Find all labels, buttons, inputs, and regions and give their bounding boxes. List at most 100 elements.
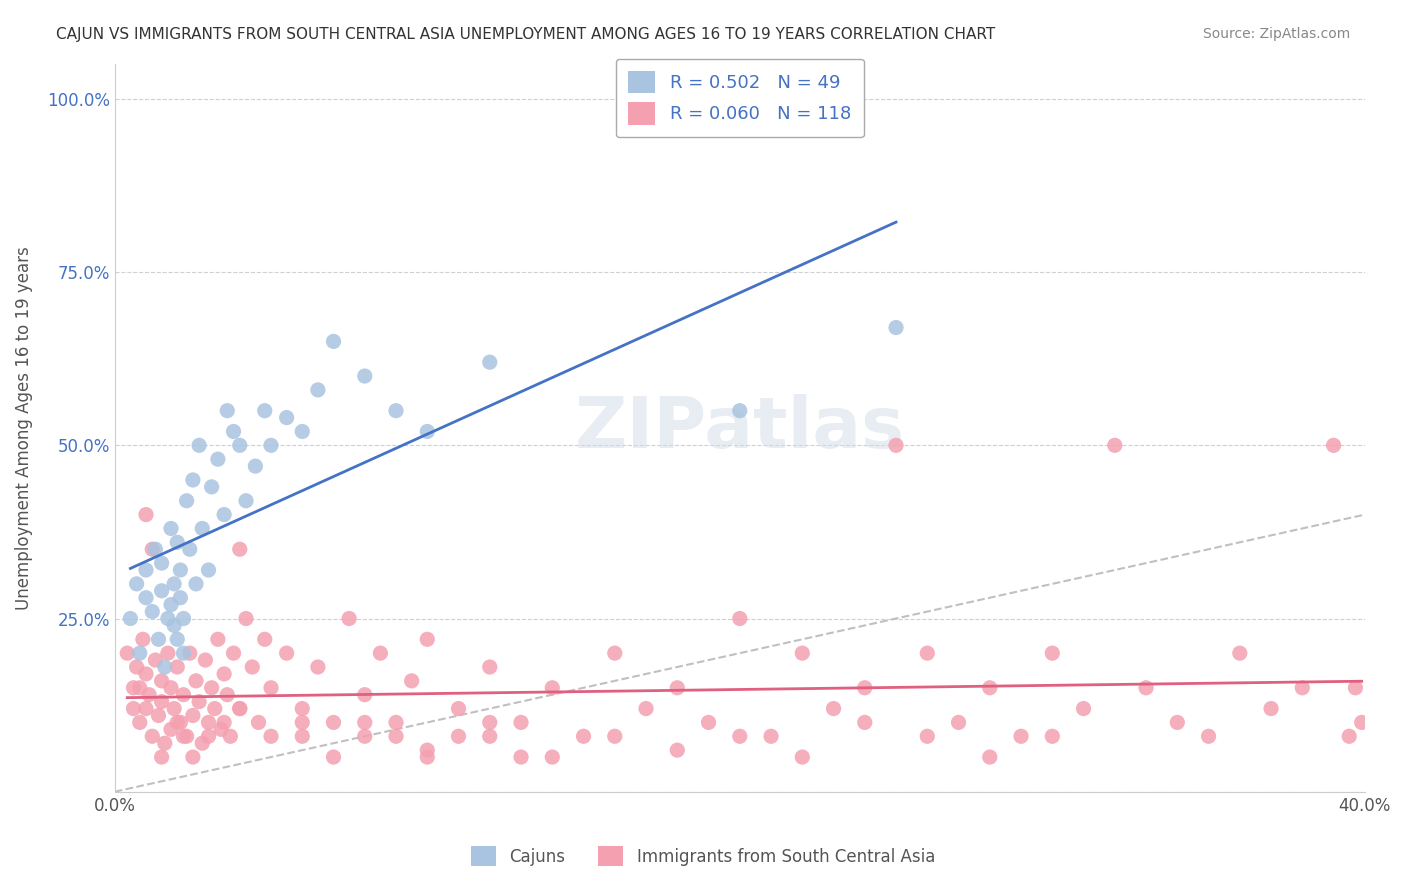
Point (217, 403, 239, 417)
Point (416, 425, 439, 439)
Text: ZIPatlas: ZIPatlas (575, 393, 905, 463)
Point (322, 750, 344, 764)
Point (917, 646, 939, 660)
Point (307, 660, 329, 674)
Point (276, 646, 298, 660)
Point (307, 383, 329, 397)
Point (385, 715, 408, 730)
Point (160, 681, 183, 695)
Point (478, 660, 501, 674)
Point (166, 632, 188, 647)
Point (353, 369, 375, 384)
Point (792, 646, 814, 660)
Point (125, 577, 148, 591)
Point (181, 708, 204, 723)
Point (917, 729, 939, 743)
Point (148, 708, 170, 723)
Point (150, 556, 173, 570)
Point (291, 425, 314, 439)
Point (138, 688, 160, 702)
Point (260, 681, 283, 695)
Point (245, 459, 267, 474)
Point (150, 750, 173, 764)
Point (194, 653, 217, 667)
Point (447, 701, 470, 715)
Point (1104, 438, 1126, 452)
Point (447, 729, 470, 743)
Point (169, 563, 191, 577)
Point (728, 729, 751, 743)
Point (478, 715, 501, 730)
Point (385, 403, 408, 417)
Point (478, 355, 501, 369)
Point (247, 715, 270, 730)
Point (135, 701, 157, 715)
Point (209, 723, 232, 737)
Point (173, 688, 195, 702)
Point (212, 508, 235, 522)
Point (179, 646, 201, 660)
Point (201, 681, 224, 695)
Point (169, 591, 191, 605)
Point (666, 743, 689, 757)
Point (510, 715, 533, 730)
Point (181, 750, 204, 764)
Point (204, 701, 226, 715)
Point (1040, 729, 1063, 743)
Point (260, 438, 283, 452)
Point (416, 750, 439, 764)
Point (853, 715, 876, 730)
Point (884, 320, 907, 334)
Point (160, 521, 183, 535)
Point (235, 493, 257, 508)
Point (853, 681, 876, 695)
Text: CAJUN VS IMMIGRANTS FROM SOUTH CENTRAL ASIA UNEMPLOYMENT AMONG AGES 16 TO 19 YEA: CAJUN VS IMMIGRANTS FROM SOUTH CENTRAL A… (56, 27, 995, 42)
Point (792, 750, 814, 764)
Point (478, 729, 501, 743)
Point (150, 583, 173, 598)
Point (322, 715, 344, 730)
Point (191, 521, 214, 535)
Point (145, 653, 167, 667)
Point (572, 729, 595, 743)
Legend: Cajuns, Immigrants from South Central Asia: Cajuns, Immigrants from South Central As… (464, 839, 942, 873)
Point (322, 334, 344, 349)
Point (128, 715, 150, 730)
Point (128, 646, 150, 660)
Point (156, 646, 179, 660)
Point (541, 681, 564, 695)
Point (353, 688, 375, 702)
Point (728, 611, 751, 625)
Point (1344, 681, 1367, 695)
Point (541, 750, 564, 764)
Point (153, 660, 176, 674)
Text: Source: ZipAtlas.com: Source: ZipAtlas.com (1202, 27, 1350, 41)
Point (117, 646, 139, 660)
Point (166, 535, 188, 549)
Point (122, 701, 145, 715)
Point (1322, 438, 1344, 452)
Point (141, 605, 163, 619)
Point (1040, 646, 1063, 660)
Point (697, 715, 720, 730)
Point (135, 563, 157, 577)
Point (197, 729, 219, 743)
Point (979, 681, 1001, 695)
Legend: R = 0.502   N = 49, R = 0.060   N = 118: R = 0.502 N = 49, R = 0.060 N = 118 (616, 59, 863, 137)
Point (634, 701, 657, 715)
Point (759, 729, 782, 743)
Point (148, 632, 170, 647)
Point (169, 715, 191, 730)
Point (728, 403, 751, 417)
Point (120, 611, 142, 625)
Point (163, 701, 186, 715)
Point (184, 577, 207, 591)
Point (1350, 715, 1372, 730)
Point (253, 403, 276, 417)
Point (188, 695, 211, 709)
Point (884, 438, 907, 452)
Point (176, 729, 198, 743)
Point (128, 681, 150, 695)
Point (222, 425, 245, 439)
Point (1339, 729, 1361, 743)
